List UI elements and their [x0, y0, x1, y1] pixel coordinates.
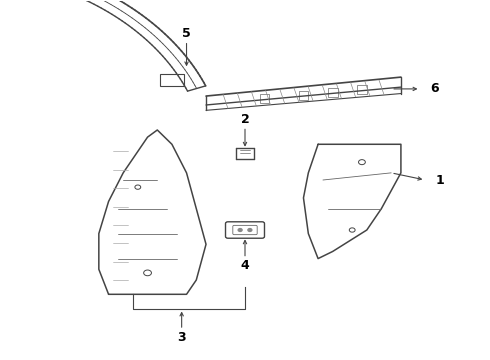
- Bar: [357, 85, 367, 94]
- Text: 2: 2: [241, 113, 249, 126]
- Bar: [160, 73, 184, 86]
- Text: 5: 5: [182, 27, 191, 40]
- Bar: [298, 91, 308, 100]
- Text: 6: 6: [431, 82, 440, 95]
- Text: 3: 3: [177, 331, 186, 344]
- Text: 4: 4: [241, 259, 249, 272]
- Circle shape: [248, 229, 252, 231]
- Circle shape: [238, 229, 242, 231]
- Bar: [260, 94, 270, 103]
- Bar: [328, 88, 338, 97]
- Text: 1: 1: [436, 174, 444, 186]
